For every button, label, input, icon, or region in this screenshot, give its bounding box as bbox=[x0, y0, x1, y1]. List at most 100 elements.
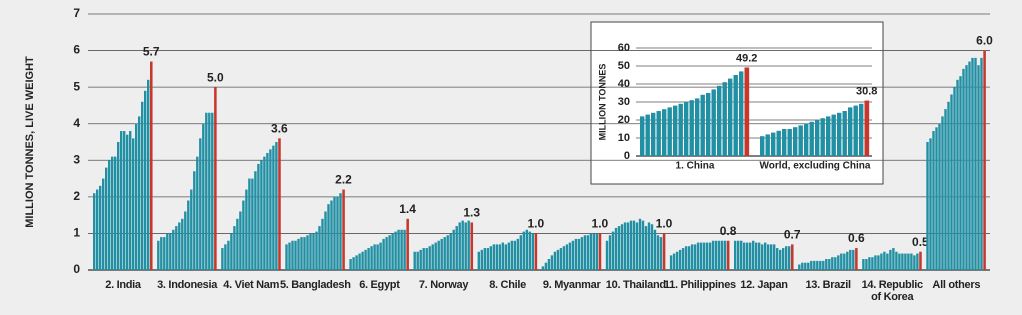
bar bbox=[656, 111, 661, 156]
bar bbox=[853, 105, 858, 156]
bar bbox=[635, 222, 639, 270]
bar bbox=[605, 240, 609, 270]
bar bbox=[910, 253, 913, 270]
bar bbox=[804, 262, 807, 270]
y-tick-label: 1 bbox=[73, 226, 80, 240]
bar bbox=[129, 131, 132, 270]
bar bbox=[874, 255, 877, 270]
bar bbox=[233, 226, 236, 270]
bar bbox=[483, 248, 486, 270]
bar bbox=[102, 178, 105, 270]
bar bbox=[959, 76, 962, 271]
bar bbox=[595, 233, 599, 270]
value-label: 1.3 bbox=[463, 206, 480, 220]
bar bbox=[842, 111, 847, 156]
bar bbox=[809, 121, 814, 156]
y-tick-label: 3 bbox=[73, 152, 80, 166]
bar bbox=[263, 156, 266, 270]
highlight-bar bbox=[864, 100, 870, 156]
bar bbox=[678, 249, 682, 270]
bar bbox=[504, 244, 507, 270]
bar bbox=[419, 249, 422, 270]
bar bbox=[184, 211, 187, 270]
highlight-bar bbox=[662, 233, 666, 270]
bar bbox=[965, 65, 968, 270]
value-label: 0.6 bbox=[848, 231, 865, 245]
bar bbox=[743, 242, 746, 270]
bar bbox=[187, 200, 190, 270]
bar bbox=[706, 93, 711, 156]
bar bbox=[702, 242, 706, 270]
bar bbox=[492, 244, 495, 270]
highlight-bar bbox=[791, 244, 794, 270]
bar bbox=[452, 229, 455, 270]
bar bbox=[696, 242, 700, 270]
bar bbox=[498, 244, 501, 270]
value-label: 5.7 bbox=[143, 45, 160, 59]
highlight-bar bbox=[534, 233, 538, 270]
bar bbox=[120, 131, 123, 270]
bar bbox=[93, 193, 96, 270]
bar bbox=[678, 103, 683, 156]
bar bbox=[586, 235, 590, 270]
value-label: 5.0 bbox=[207, 70, 224, 84]
bar bbox=[172, 229, 175, 270]
bar bbox=[425, 248, 428, 270]
bar bbox=[717, 240, 721, 270]
bar bbox=[980, 57, 983, 271]
category-label: 11. Philippines bbox=[663, 279, 736, 291]
bar bbox=[644, 226, 648, 270]
highlight-bar bbox=[150, 61, 153, 270]
bar bbox=[907, 253, 910, 270]
bar bbox=[617, 226, 621, 270]
y-tick-label: 0 bbox=[73, 262, 80, 276]
bar bbox=[898, 253, 901, 270]
bar bbox=[434, 242, 437, 270]
bar bbox=[810, 260, 813, 270]
bar bbox=[695, 98, 700, 156]
highlight-bar bbox=[406, 218, 409, 270]
bar bbox=[785, 246, 788, 270]
bar bbox=[336, 196, 339, 270]
bar bbox=[737, 240, 740, 270]
category-label: 12. Japan bbox=[740, 279, 788, 291]
bar bbox=[938, 123, 941, 270]
bar bbox=[376, 244, 379, 270]
bar bbox=[705, 242, 709, 270]
bar bbox=[400, 229, 403, 270]
bar bbox=[640, 116, 645, 156]
y-tick-label: 5 bbox=[73, 79, 80, 93]
bar bbox=[647, 222, 651, 270]
bar bbox=[480, 249, 483, 270]
bar bbox=[385, 237, 388, 270]
bar bbox=[230, 233, 233, 270]
value-label: 30.8 bbox=[856, 85, 877, 97]
bar bbox=[740, 240, 743, 270]
bar bbox=[831, 257, 834, 270]
bar bbox=[722, 82, 727, 156]
bar bbox=[820, 118, 825, 156]
y-tick-label: 60 bbox=[618, 42, 630, 54]
bar bbox=[840, 253, 843, 270]
bar bbox=[932, 131, 935, 270]
bar bbox=[672, 253, 676, 270]
bar bbox=[831, 114, 836, 156]
bar bbox=[108, 160, 111, 270]
bar bbox=[211, 112, 214, 270]
bar bbox=[901, 253, 904, 270]
bar bbox=[516, 238, 519, 270]
bar bbox=[626, 222, 630, 270]
bar bbox=[157, 240, 160, 270]
value-label: 1.0 bbox=[592, 217, 609, 231]
bar bbox=[968, 61, 971, 270]
y-tick-label: 7 bbox=[73, 6, 80, 20]
bar bbox=[880, 253, 883, 270]
bar bbox=[388, 235, 391, 270]
y-tick-label: 50 bbox=[618, 60, 630, 72]
bar bbox=[734, 240, 737, 270]
bar bbox=[208, 112, 211, 270]
bar bbox=[723, 240, 727, 270]
bar bbox=[638, 218, 642, 270]
bar bbox=[382, 238, 385, 270]
bar bbox=[413, 251, 416, 270]
